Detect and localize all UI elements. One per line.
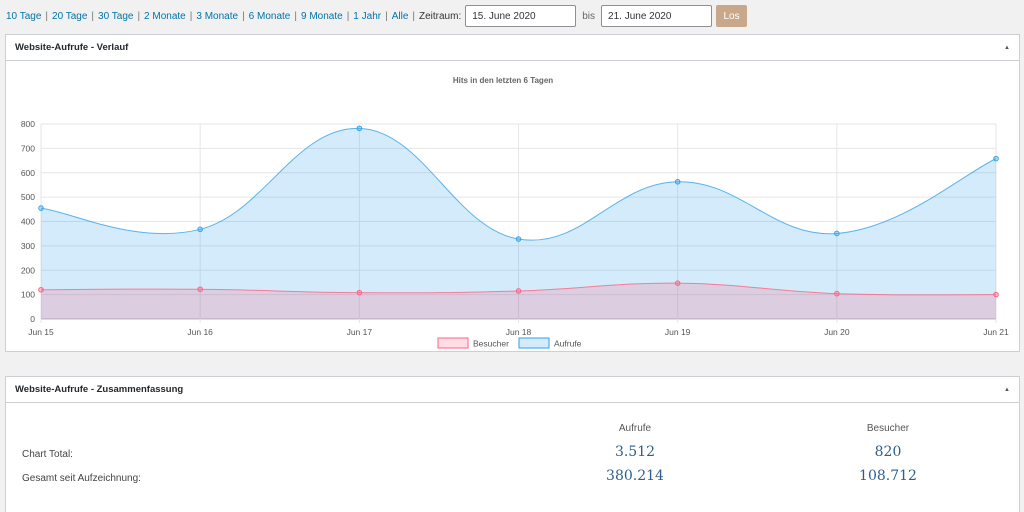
chart-total-visitors: 820 xyxy=(874,444,902,460)
to-label: bis xyxy=(582,10,596,22)
series-area-aufrufe xyxy=(41,128,996,319)
range-link-3-months[interactable]: 3 Monate xyxy=(196,10,239,22)
series-line-besucher xyxy=(40,282,997,296)
y-tick-label: 700 xyxy=(21,143,35,153)
separator: | xyxy=(385,10,388,22)
data-point-aufrufe xyxy=(993,155,999,162)
data-point-aufrufe xyxy=(38,205,44,211)
y-tick-label: 300 xyxy=(21,241,35,251)
history-chart: Hits in den letzten 6 Tagen 0 100 200 300 40… xyxy=(21,76,1009,349)
separator: | xyxy=(91,10,95,22)
y-tick-label: 800 xyxy=(21,119,35,129)
x-tick-label: Jun 20 xyxy=(824,327,850,337)
all-time-views: 380.214 xyxy=(606,468,664,484)
legend-label-besucher: Besucher xyxy=(473,339,509,349)
data-point-besucher xyxy=(834,290,840,297)
y-tick-label: 0 xyxy=(30,314,35,324)
visitors-column-header: Besucher xyxy=(866,423,910,434)
summary-panel-title: Website-Aufrufe - Zusammenfassung xyxy=(15,384,184,395)
data-point-besucher xyxy=(197,286,203,293)
y-tick-label: 500 xyxy=(21,192,35,202)
separator: | xyxy=(242,10,245,22)
legend-label-aufrufe: Aufrufe xyxy=(554,339,582,349)
separator: | xyxy=(346,10,350,22)
data-point-aufrufe xyxy=(197,226,203,233)
chart-total-label: Chart Total: xyxy=(22,449,73,460)
history-panel-header[interactable]: Website-Aufrufe - Verlauf ▲ xyxy=(6,35,1019,61)
data-point-aufrufe xyxy=(834,230,840,237)
y-tick-label: 200 xyxy=(21,265,35,275)
period-label: Zeitraum: xyxy=(419,10,462,22)
history-panel-title: Website-Aufrufe - Verlauf xyxy=(15,42,129,53)
x-tick-label: Jun 17 xyxy=(347,327,373,337)
history-panel: Website-Aufrufe - Verlauf ▲ Hits in den … xyxy=(5,34,1020,352)
all-time-visitors: 108.712 xyxy=(859,468,917,484)
separator: | xyxy=(189,10,193,22)
y-tick-label: 400 xyxy=(21,217,35,227)
x-tick-label: Jun 15 xyxy=(28,327,54,337)
summary-table: Aufrufe Besucher Chart Total: 3.512 820 … xyxy=(6,403,1019,512)
series-area-besucher xyxy=(41,283,996,319)
x-tick-label: Jun 21 xyxy=(983,327,1009,337)
range-link-all[interactable]: Alle xyxy=(391,10,409,22)
data-point-besucher xyxy=(38,286,44,293)
range-link-30-days[interactable]: 30 Tage xyxy=(98,10,134,22)
data-point-besucher xyxy=(993,291,999,298)
range-link-2-months[interactable]: 2 Monate xyxy=(144,10,186,22)
separator: | xyxy=(412,10,415,22)
collapse-up-arrow-icon[interactable]: ▲ xyxy=(1004,386,1010,393)
all-time-total-label: Gesamt seit Aufzeichnung: xyxy=(22,473,141,484)
x-tick-label: Jun 19 xyxy=(665,327,691,337)
data-point-besucher xyxy=(674,280,681,286)
collapse-up-arrow-icon[interactable]: ▲ xyxy=(1004,44,1010,51)
chart-title: Hits in den letzten 6 Tagen xyxy=(453,76,553,85)
legend-swatch-aufrufe xyxy=(518,337,550,349)
separator: | xyxy=(137,10,141,22)
legend-swatch-besucher xyxy=(437,337,469,349)
summary-panel-header[interactable]: Website-Aufrufe - Zusammenfassung ▲ xyxy=(6,377,1019,403)
from-date-input[interactable] xyxy=(465,5,577,27)
views-column-header: Aufrufe xyxy=(618,423,652,434)
data-point-aufrufe xyxy=(674,178,681,185)
data-point-aufrufe xyxy=(515,236,522,242)
date-filter-bar: 10 Tage | 20 Tage | 30 Tage | 2 Monate |… xyxy=(6,4,1016,28)
data-point-besucher xyxy=(515,288,522,294)
y-tick-label: 600 xyxy=(21,168,35,178)
to-date-input[interactable] xyxy=(601,5,713,27)
range-link-6-months[interactable]: 6 Monate xyxy=(248,10,291,22)
x-tick-label: Jun 18 xyxy=(506,327,532,337)
series-line-aufrufe xyxy=(40,127,997,241)
data-point-besucher xyxy=(356,289,363,296)
range-link-9-months[interactable]: 9 Monate xyxy=(300,10,343,22)
range-link-1-year[interactable]: 1 Jahr xyxy=(353,10,382,22)
data-point-aufrufe xyxy=(356,125,363,132)
chart-total-views: 3.512 xyxy=(614,444,656,460)
range-link-20-days[interactable]: 20 Tage xyxy=(52,10,88,22)
x-tick-label: Jun 16 xyxy=(187,327,213,337)
separator: | xyxy=(294,10,297,22)
separator: | xyxy=(45,10,49,22)
y-tick-label: 100 xyxy=(21,290,35,300)
summary-panel: Website-Aufrufe - Zusammenfassung ▲ Aufr… xyxy=(5,376,1020,512)
apply-range-button[interactable]: Los xyxy=(716,5,748,27)
range-link-10-days[interactable]: 10 Tage xyxy=(6,10,42,22)
